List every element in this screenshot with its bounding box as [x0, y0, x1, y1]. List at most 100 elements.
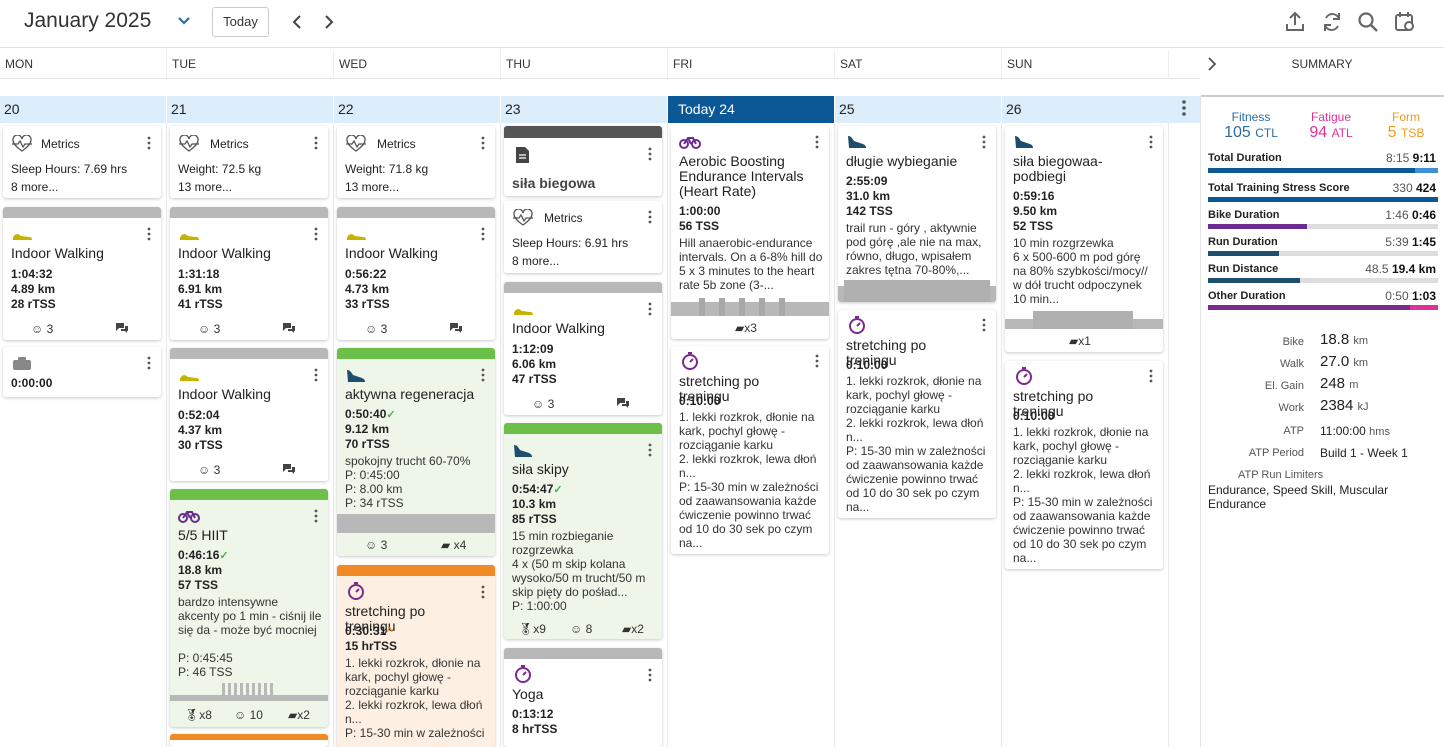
workout-card-walking[interactable]: Indoor Walking 0:52:04 4.37 km 30 rTSS ☺… — [170, 348, 328, 481]
workout-card-partial[interactable] — [170, 734, 328, 747]
today-button[interactable]: Today — [212, 7, 269, 37]
comments-icon[interactable] — [115, 322, 129, 334]
actual-value: 1:45 — [1411, 235, 1436, 249]
day-22[interactable]: 22 — [334, 96, 500, 123]
day-25[interactable]: 25 — [835, 96, 1001, 123]
calendar-settings-icon[interactable] — [1393, 10, 1417, 34]
workout-card-walking[interactable]: Indoor Walking 1:31:18 6.91 km 41 rTSS ☺… — [170, 207, 328, 340]
comments-count[interactable]: ▰x1 — [1069, 334, 1091, 348]
metric-more[interactable]: 13 more... — [178, 180, 233, 194]
kebab-icon[interactable] — [481, 585, 485, 599]
form-unit: TSB — [1401, 126, 1425, 140]
workout-duration: 1:04:32 — [11, 267, 53, 281]
comments-icon[interactable] — [449, 322, 463, 334]
workout-description: 1. lekki rozkrok, dłonie na kark, pochyl… — [1013, 425, 1153, 565]
workout-card-strength[interactable]: stretching po treningu 0:10:00 1. lekki … — [1005, 361, 1163, 569]
kebab-icon[interactable] — [815, 354, 819, 368]
unit: km — [1353, 335, 1369, 347]
comments-count[interactable]: ▰x3 — [735, 321, 757, 335]
check-icon: ✓ — [386, 409, 396, 421]
comments-icon[interactable] — [616, 397, 630, 409]
day-column-sat — [835, 123, 1002, 747]
kebab-icon[interactable] — [648, 302, 652, 316]
chevron-left-icon[interactable] — [289, 13, 305, 31]
metric-more[interactable]: 13 more... — [345, 180, 400, 194]
kebab-icon[interactable] — [648, 210, 652, 224]
kebab-icon[interactable] — [982, 135, 986, 149]
kebab-icon[interactable] — [314, 227, 318, 241]
kebab-icon[interactable] — [147, 227, 151, 241]
metric-more[interactable]: 8 more... — [512, 254, 560, 268]
kebab-icon[interactable] — [1149, 369, 1153, 383]
peaks-count: 🏅︎x9 — [518, 622, 546, 636]
sync-icon[interactable] — [1320, 10, 1344, 34]
workout-card-bike[interactable]: 5/5 HIIT 0:46:16✓ 18.8 km 57 TSS bardzo … — [170, 489, 328, 727]
workout-duration: 1:12:09 — [512, 342, 554, 356]
comments-icon: ▰ — [441, 538, 451, 552]
workout-card-run[interactable]: długie wybieganie 2:55:09 31.0 km 142 TS… — [838, 126, 996, 302]
fitness-value: 105 — [1224, 124, 1251, 141]
day-23[interactable]: 23 — [501, 96, 667, 123]
day-21[interactable]: 21 — [167, 96, 333, 123]
comments-count[interactable]: ▰ x4 — [441, 538, 466, 552]
workout-distance: 6.06 km — [512, 357, 557, 371]
kebab-icon[interactable] — [648, 443, 652, 457]
workout-structure-graph — [170, 683, 328, 701]
metrics-card[interactable]: Metrics Weight: 72.5 kg 13 more... — [170, 126, 328, 198]
metric-line: Weight: 71.8 kg — [345, 162, 429, 176]
note-card[interactable]: siła biegowa — [504, 126, 662, 196]
kebab-icon[interactable] — [481, 368, 485, 382]
metrics-card[interactable]: Metrics Weight: 71.8 kg 13 more... — [337, 126, 495, 198]
search-icon[interactable] — [1356, 10, 1380, 34]
comments-icon[interactable] — [282, 322, 296, 334]
workout-card-walking[interactable]: Indoor Walking 1:04:32 4.89 km 28 rTSS ☺… — [3, 207, 161, 340]
workout-card-run[interactable]: aktywna regeneracja 0:50:40✓ 9.12 km 70 … — [337, 348, 495, 556]
comments-icon[interactable] — [282, 463, 296, 475]
comments-count[interactable]: ▰x2 — [622, 622, 644, 636]
day-26[interactable]: 26 — [1002, 96, 1168, 123]
workout-card-strength[interactable]: stretching po treningu 0:30:31^ 15 hrTSS… — [337, 565, 495, 747]
kebab-icon[interactable] — [481, 136, 485, 150]
kebab-icon[interactable] — [815, 135, 819, 149]
metrics-card[interactable]: Metrics Sleep Hours: 6.91 hrs 8 more... — [504, 201, 662, 273]
workout-card-run[interactable]: siła skipy 0:54:47✓ 10.3 km 85 rTSS 15 m… — [504, 423, 662, 639]
kebab-icon[interactable] — [314, 509, 318, 523]
workout-card-strength[interactable]: stretching po treningu 0:10:00 1. lekki … — [671, 346, 829, 554]
kebab-icon[interactable] — [314, 136, 318, 150]
workout-card-walking[interactable]: Indoor Walking 1:12:09 6.06 km 47 rTSS ☺… — [504, 282, 662, 415]
atp-label: ATP — [1283, 425, 1304, 437]
kebab-icon[interactable] — [1178, 98, 1190, 118]
workout-card-yoga[interactable]: Yoga 0:13:12 8 hrTSS — [504, 648, 662, 747]
kebab-icon[interactable] — [648, 668, 652, 682]
workout-card-walking[interactable]: Indoor Walking 0:56:22 4.73 km 33 rTSS ☺… — [337, 207, 495, 340]
actual-value: 424 — [1415, 181, 1436, 195]
upload-icon[interactable] — [1283, 10, 1307, 34]
total-walk-value: 27.0 km — [1320, 353, 1368, 370]
kebab-icon[interactable] — [147, 356, 151, 370]
kebab-icon[interactable] — [147, 136, 151, 150]
caret-up-icon: ^ — [386, 626, 393, 638]
workout-card-other[interactable]: 0:00:00 — [3, 347, 161, 397]
chevron-right-icon[interactable] — [1206, 56, 1218, 72]
workout-card-strength[interactable]: stretching po treningu 0:10:00 1. lekki … — [838, 310, 996, 518]
chevron-right-icon[interactable] — [321, 13, 337, 31]
workout-distance: 6.91 km — [178, 282, 223, 296]
stopwatch-icon — [348, 582, 364, 600]
workout-card-bike[interactable]: Aerobic Boosting Endurance Intervals (He… — [671, 126, 829, 339]
comments-count[interactable]: ▰x2 — [288, 708, 310, 722]
kebab-icon[interactable] — [314, 368, 318, 382]
day-20[interactable]: 20 — [0, 96, 166, 123]
kebab-icon[interactable] — [648, 147, 652, 161]
kebab-icon[interactable] — [982, 318, 986, 332]
fitness-stat: Fitness 105 CTL — [1216, 110, 1286, 142]
kebab-icon[interactable] — [481, 227, 485, 241]
total-elevation-label: El. Gain — [1264, 380, 1304, 392]
chevron-down-icon[interactable] — [176, 13, 192, 29]
metrics-card[interactable]: Metrics Sleep Hours: 7.69 hrs 8 more... — [3, 126, 161, 198]
workout-card-run[interactable]: siła biegowaa-podbiegi 0:59:16 9.50 km 5… — [1005, 126, 1163, 352]
day-24-today[interactable]: Today 24 — [668, 96, 834, 123]
kebab-icon[interactable] — [1149, 135, 1153, 149]
form-stat: Form 5 TSB — [1371, 110, 1441, 142]
metric-more[interactable]: 8 more... — [11, 180, 59, 194]
document-icon — [516, 147, 529, 163]
